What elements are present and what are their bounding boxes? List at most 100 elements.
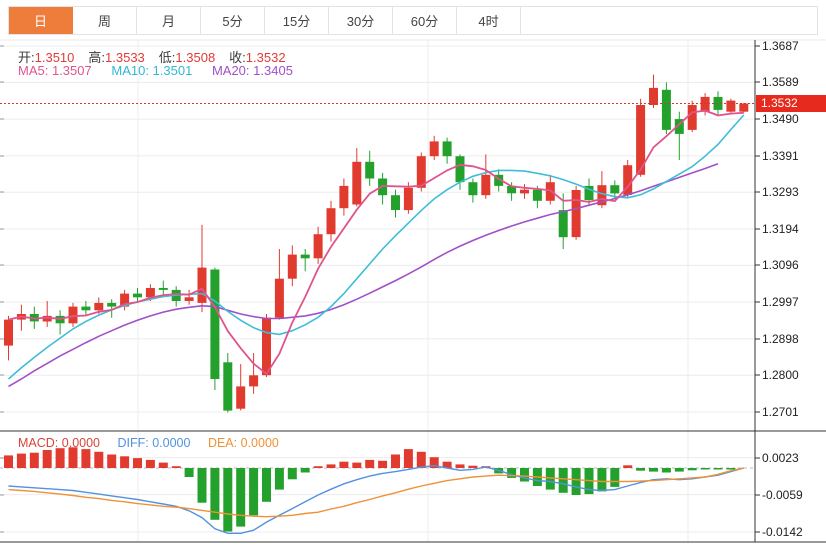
macd-bar: [455, 464, 465, 468]
open-value: 1.3510: [34, 50, 75, 65]
tab-15min[interactable]: 15分: [265, 7, 329, 34]
high-value: 1.3533: [105, 50, 145, 65]
macd-bar: [94, 451, 104, 468]
y-axis-label: 1.2898: [762, 332, 799, 346]
macd-bar: [171, 466, 181, 468]
macd-bar: [545, 468, 555, 490]
y-axis-label: 1.3293: [762, 185, 799, 199]
macd-bar: [249, 468, 259, 516]
candle: [520, 189, 529, 194]
candle: [468, 182, 478, 196]
candle: [649, 87, 658, 105]
candle: [300, 254, 310, 259]
candle: [674, 119, 684, 134]
diff-value-label: DIFF: 0.0000: [117, 436, 191, 450]
candle: [584, 185, 594, 200]
tab-4hour[interactable]: 4时: [457, 7, 521, 34]
macd-bar: [442, 461, 452, 468]
macd-bar: [623, 465, 633, 468]
ma10-legend: MA10: 1.3501: [111, 63, 193, 78]
macd-bar: [55, 448, 65, 468]
macd-bar: [197, 468, 207, 503]
macd-bar: [236, 468, 246, 527]
candle: [210, 269, 220, 379]
candle: [661, 89, 671, 130]
candle: [416, 156, 426, 188]
tab-60min[interactable]: 60分: [393, 7, 457, 34]
candle: [249, 375, 259, 387]
candle: [107, 302, 117, 307]
candle: [197, 267, 207, 303]
open-label: 开:: [18, 50, 35, 65]
macd-bar: [520, 468, 529, 482]
candle: [429, 141, 439, 157]
macd-bar: [120, 456, 130, 468]
macd-bar: [403, 449, 413, 468]
macd-bar: [158, 462, 168, 468]
candle: [442, 141, 452, 157]
candle: [42, 315, 52, 322]
close-label: 收:: [229, 50, 246, 65]
ma-lines-layer: [7, 109, 745, 388]
macd-bar: [145, 459, 155, 468]
candle: [494, 174, 504, 186]
candle: [558, 210, 568, 238]
macd-bar: [274, 468, 284, 490]
macd-bar: [713, 468, 723, 470]
macd-bar: [352, 462, 362, 468]
macd-bar: [210, 468, 220, 520]
y-axis-label: 1.3096: [762, 258, 799, 272]
candle: [145, 288, 155, 298]
tab-5min[interactable]: 5分: [201, 7, 265, 34]
low-label: 低:: [158, 50, 176, 65]
candle: [365, 161, 375, 179]
tab-30min[interactable]: 30分: [329, 7, 393, 34]
candle: [455, 156, 465, 183]
y-axis-label: -0.0142: [762, 525, 803, 539]
macd-bar: [29, 452, 39, 468]
macd-bar: [571, 468, 581, 495]
dea-value-label: DEA: 0.0000: [207, 436, 279, 450]
tab-month[interactable]: 月: [137, 7, 201, 34]
candle: [700, 96, 710, 112]
y-axis-label: 1.2800: [762, 368, 799, 382]
period-tab-bar: 日 周 月 5分 15分 30分 60分 4时: [8, 6, 818, 35]
candle: [81, 306, 91, 311]
macd-bar: [610, 468, 620, 487]
macd-bar: [674, 468, 684, 472]
last-price-badge: 1.3532: [756, 95, 826, 113]
macd-bar: [42, 450, 52, 468]
macd-bar: [636, 468, 646, 471]
candle: [636, 105, 646, 175]
macd-bar: [597, 468, 607, 492]
low-value: 1.3508: [175, 50, 216, 65]
macd-bar: [287, 468, 297, 480]
candle: [403, 187, 413, 211]
ma20-line: [8, 162, 719, 388]
macd-bar: [133, 458, 142, 468]
candle: [739, 103, 749, 112]
macd-legend: MACD: 0.0000 DIFF: 0.0000 DEA: 0.0000: [18, 436, 279, 450]
macd-histogram-layer[interactable]: [4, 447, 736, 532]
candle: [726, 100, 736, 112]
macd-bar: [391, 454, 400, 468]
macd-bar: [468, 465, 478, 468]
candle: [94, 302, 104, 311]
tab-week[interactable]: 周: [73, 7, 137, 34]
macd-bar: [687, 468, 697, 471]
ma5-legend: MA5: 1.3507: [18, 63, 92, 78]
macd-bar: [262, 468, 271, 502]
macd-bar: [81, 449, 91, 468]
candle: [287, 254, 297, 279]
tab-day[interactable]: 日: [9, 7, 73, 34]
candle: [158, 288, 168, 290]
candle: [532, 189, 542, 201]
candle: [571, 190, 581, 238]
y-axis-label: 1.3490: [762, 112, 799, 126]
candles-layer[interactable]: [4, 74, 749, 413]
candle: [4, 319, 13, 346]
macd-bar: [300, 468, 310, 473]
candle: [184, 297, 194, 301]
